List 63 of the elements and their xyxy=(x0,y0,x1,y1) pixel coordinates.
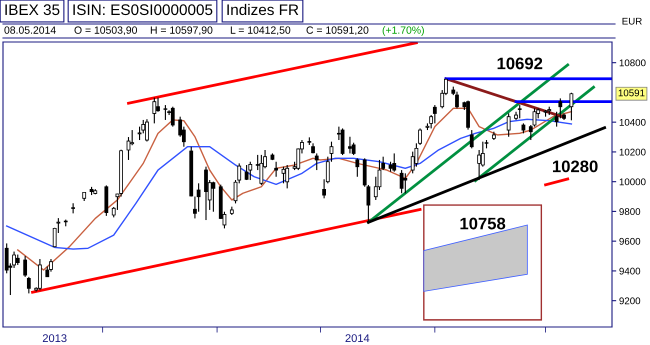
candlestick xyxy=(164,104,168,120)
y-tick-label: 9600 xyxy=(619,238,640,245)
candlestick xyxy=(506,112,511,138)
candlestick xyxy=(400,170,404,194)
candlestick xyxy=(16,254,20,266)
candlestick xyxy=(248,161,252,181)
candlestick xyxy=(477,149,482,181)
candlestick xyxy=(145,118,149,142)
candlestick xyxy=(282,166,286,184)
candlestick xyxy=(64,219,68,227)
y-tick-label: 10400 xyxy=(620,118,646,126)
candlestick xyxy=(403,172,408,194)
candlestick xyxy=(26,276,31,294)
candlestick xyxy=(38,258,42,291)
y-tick-label: 10200 xyxy=(620,148,646,156)
y-tick-label: 9200 xyxy=(619,297,640,304)
text: H = 10597,90 xyxy=(150,26,212,36)
candlestick xyxy=(558,98,562,119)
text: Indizes FR xyxy=(227,4,298,16)
candlestick xyxy=(170,106,175,128)
annotation: 10692 xyxy=(498,58,542,70)
candlestick xyxy=(156,97,160,112)
candlestick xyxy=(470,130,474,149)
x-tick-label: 2014 xyxy=(346,334,370,342)
y-tick-label: 9800 xyxy=(619,208,640,216)
candlestick xyxy=(547,106,552,116)
candlestick xyxy=(348,136,352,154)
candlestick xyxy=(259,154,264,186)
annotation: 10280 xyxy=(552,160,598,172)
chart-title: IBEX 35 xyxy=(5,4,60,16)
candlestick xyxy=(518,104,522,119)
candlestick xyxy=(274,161,278,178)
candlestick xyxy=(204,166,208,221)
text: C = 10591,20 xyxy=(306,26,368,36)
chart-subtitle: ISIN: ES0SI0000005 xyxy=(73,4,212,16)
text: (+1.70%) xyxy=(382,26,424,36)
y-tick-label: 10800 xyxy=(620,59,646,66)
text: 10591 xyxy=(618,89,644,96)
y-tick-label: 10000 xyxy=(620,178,646,186)
candlestick xyxy=(432,104,437,124)
annotation: 10758 xyxy=(460,218,506,230)
candlestick xyxy=(311,142,315,154)
candlestick xyxy=(392,152,396,172)
candlestick xyxy=(570,92,574,121)
candlestick xyxy=(23,255,28,278)
candlestick xyxy=(340,128,344,156)
y-axis-title: EUR xyxy=(622,18,642,25)
text: O = 10503,90 xyxy=(74,26,138,36)
candlestick xyxy=(330,141,334,162)
text: 08.05.2014 xyxy=(4,26,56,34)
candlestick xyxy=(355,158,360,178)
text: L = 10412,50 xyxy=(230,26,290,36)
candlestick xyxy=(388,161,392,172)
candlestick xyxy=(71,202,76,214)
candlestick xyxy=(418,128,422,146)
candlestick xyxy=(522,122,526,134)
candlestick xyxy=(244,164,248,181)
candlestick xyxy=(211,181,216,212)
y-tick-label: 9400 xyxy=(619,268,640,275)
candlestick xyxy=(285,164,290,189)
candlestick xyxy=(314,152,319,171)
candlestick xyxy=(152,97,156,124)
x-tick-label: 2013 xyxy=(42,334,67,342)
